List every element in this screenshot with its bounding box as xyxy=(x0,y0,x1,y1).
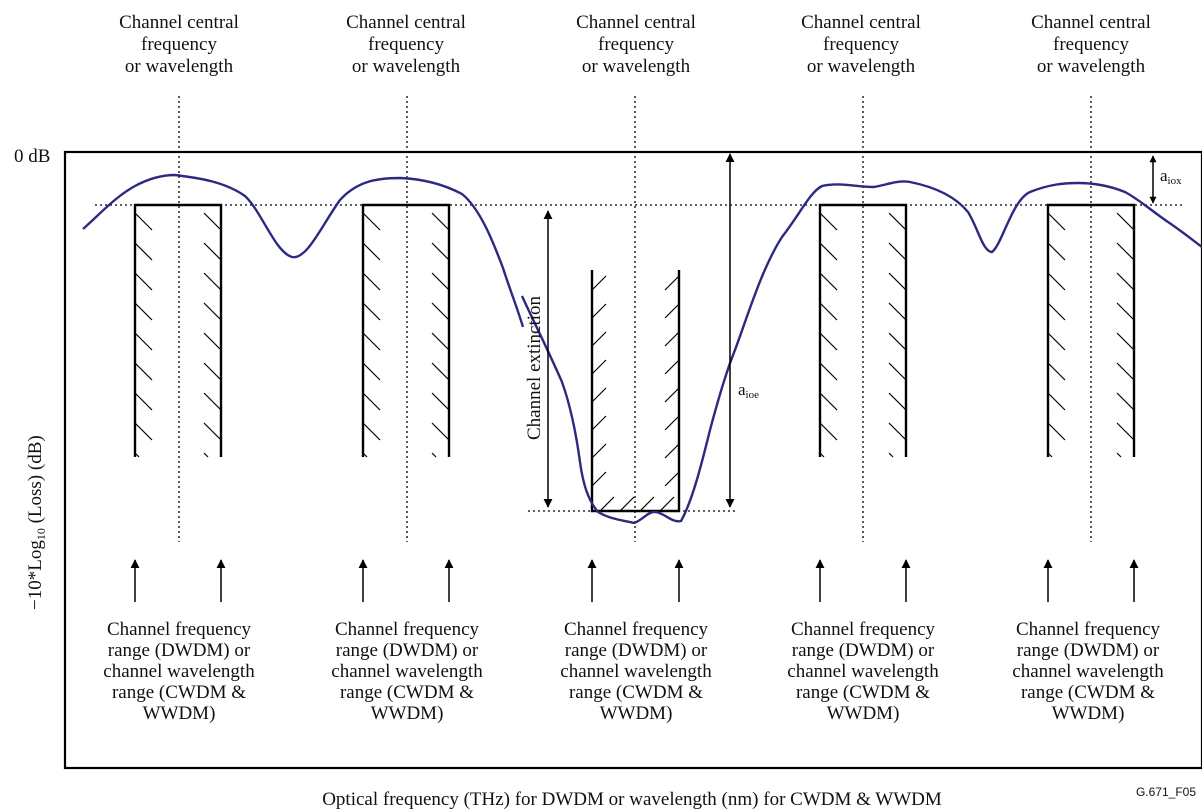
top-label-2-line1: Channel central xyxy=(346,12,466,33)
bottom-label-5-line1: Channel frequency xyxy=(1016,619,1161,640)
top-label-1-line1: Channel central xyxy=(119,12,239,33)
channel-masks xyxy=(133,203,1136,513)
bottom-label-1-line1: Channel frequency xyxy=(107,619,252,640)
top-label-3-line2: frequency xyxy=(598,34,674,55)
bottom-label-3-line2: range (DWDM) or xyxy=(565,640,708,661)
y-axis-label-sub: 10 xyxy=(34,528,48,540)
bottom-label-2-line3: channel wavelength xyxy=(331,661,483,682)
top-label-4-line2: frequency xyxy=(823,34,899,55)
y-axis-label-suffix: (Loss) (dB) xyxy=(25,435,46,528)
bottom-label-4-line4: range (CWDM & xyxy=(796,682,930,703)
bottom-label-5-line3: channel wavelength xyxy=(1012,661,1164,682)
bottom-label-3-line1: Channel frequency xyxy=(564,619,709,640)
range-edge-arrows xyxy=(130,559,1139,602)
top-label-1: Channel central frequency or wavelength xyxy=(119,12,239,77)
y-axis-label: −10*Log10 (Loss) (dB) xyxy=(25,435,48,610)
y-axis-label-prefix: −10*Log xyxy=(25,540,46,610)
extinction-mask xyxy=(590,270,681,513)
top-label-4: Channel central frequency or wavelength xyxy=(801,12,921,77)
filter-response-curve-dip xyxy=(520,180,1202,525)
bottom-label-1-line3: channel wavelength xyxy=(103,661,255,682)
top-label-2-line3: or wavelength xyxy=(352,56,461,77)
top-label-2: Channel central frequency or wavelength xyxy=(346,12,466,77)
top-labels: Channel central frequency or wavelength … xyxy=(119,12,1151,77)
bottom-label-4-line1: Channel frequency xyxy=(791,619,936,640)
bottom-label-1: Channel frequency range (DWDM) or channe… xyxy=(103,619,255,724)
filter-response-curve xyxy=(82,173,525,328)
aioe-label-sub: ioe xyxy=(746,389,760,401)
top-label-1-line3: or wavelength xyxy=(125,56,234,77)
bottom-label-4-line2: range (DWDM) or xyxy=(792,640,935,661)
top-label-5: Channel central frequency or wavelength xyxy=(1031,12,1151,77)
bottom-label-2-line4: range (CWDM & xyxy=(340,682,474,703)
x-axis-label: Optical frequency (THz) for DWDM or wave… xyxy=(322,789,942,810)
bottom-label-5-line2: range (DWDM) or xyxy=(1017,640,1160,661)
top-label-5-line2: frequency xyxy=(1053,34,1129,55)
bottom-label-4-line3: channel wavelength xyxy=(787,661,939,682)
top-label-4-line1: Channel central xyxy=(801,12,921,33)
top-label-1-line2: frequency xyxy=(141,34,217,55)
top-label-3-line1: Channel central xyxy=(576,12,696,33)
bottom-label-1-line5: WWDM) xyxy=(143,703,216,724)
top-label-2-line2: frequency xyxy=(368,34,444,55)
bottom-label-2: Channel frequency range (DWDM) or channe… xyxy=(331,619,483,724)
aiox-label-base: a xyxy=(1160,166,1168,185)
bottom-label-1-line2: range (DWDM) or xyxy=(108,640,251,661)
passband-mask-4 xyxy=(818,203,908,458)
bottom-label-3-line5: WWDM) xyxy=(600,703,673,724)
bottom-label-5-line4: range (CWDM & xyxy=(1021,682,1155,703)
center-lines xyxy=(178,96,1092,542)
bottom-label-3-line3: channel wavelength xyxy=(560,661,712,682)
bottom-label-3: Channel frequency range (DWDM) or channe… xyxy=(560,619,712,724)
aiox-label-sub: iox xyxy=(1168,175,1183,187)
aiox-label: aiox xyxy=(1160,166,1182,187)
top-label-5-line3: or wavelength xyxy=(1037,56,1146,77)
bottom-label-1-line4: range (CWDM & xyxy=(112,682,246,703)
bottom-label-2-line5: WWDM) xyxy=(371,703,444,724)
plot-frame xyxy=(63,150,1202,770)
bottom-label-4-line5: WWDM) xyxy=(827,703,900,724)
passband-mask-1 xyxy=(133,203,223,458)
aioe-label-base: a xyxy=(738,380,746,399)
passband-mask-5 xyxy=(1046,203,1136,458)
top-label-5-line1: Channel central xyxy=(1031,12,1151,33)
figure-id: G.671_F05 xyxy=(1136,785,1196,799)
passband-mask-2 xyxy=(361,203,451,458)
bottom-labels: Channel frequency range (DWDM) or channe… xyxy=(103,619,1164,724)
aioe-label: aioe xyxy=(738,380,759,401)
bottom-label-2-line1: Channel frequency xyxy=(335,619,480,640)
channel-extinction-label: Channel extinction xyxy=(524,295,545,440)
bottom-label-3-line4: range (CWDM & xyxy=(569,682,703,703)
bottom-label-4: Channel frequency range (DWDM) or channe… xyxy=(787,619,939,724)
top-label-4-line3: or wavelength xyxy=(807,56,916,77)
top-label-3-line3: or wavelength xyxy=(582,56,691,77)
bottom-label-2-line2: range (DWDM) or xyxy=(336,640,479,661)
zero-db-label: 0 dB xyxy=(14,146,50,167)
top-label-3: Channel central frequency or wavelength xyxy=(576,12,696,77)
bottom-label-5: Channel frequency range (DWDM) or channe… xyxy=(1012,619,1164,724)
bottom-label-5-line5: WWDM) xyxy=(1052,703,1125,724)
